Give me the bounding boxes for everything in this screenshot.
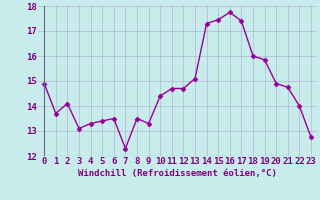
X-axis label: Windchill (Refroidissement éolien,°C): Windchill (Refroidissement éolien,°C): [78, 169, 277, 178]
